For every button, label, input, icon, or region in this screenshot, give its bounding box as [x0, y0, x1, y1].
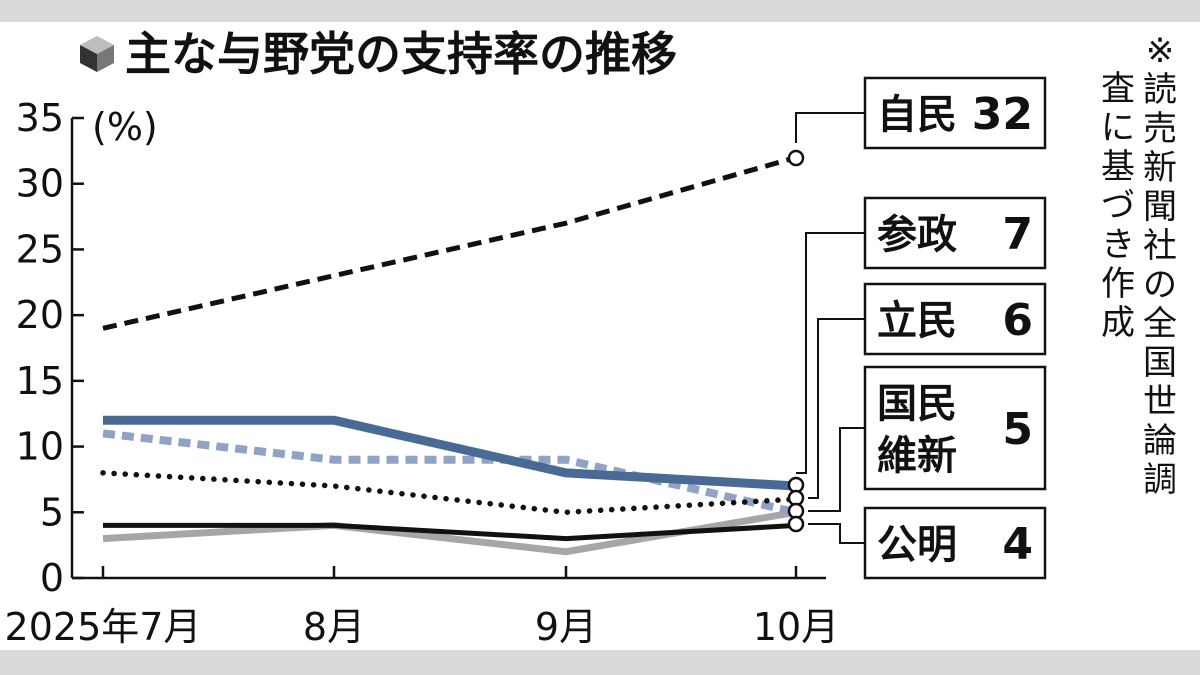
label-box-frame [863, 365, 1047, 491]
end-marker-5 [787, 515, 805, 533]
series-name-label: 参政 [877, 212, 957, 258]
series-value-label: 5 [1002, 404, 1033, 455]
series-name-label: 自民 [877, 92, 957, 138]
title-icon [80, 36, 114, 72]
x-tick-label: 10月 [753, 605, 839, 649]
source-note-char: 基 [1101, 147, 1135, 187]
leader-line-5 [808, 523, 865, 544]
source-note-char: の [1143, 265, 1177, 305]
source-note-char: 成 [1101, 303, 1135, 343]
source-note-char: ※ [1146, 31, 1175, 71]
series-line-1 [102, 155, 797, 331]
x-tick-label: 8月 [303, 605, 365, 649]
y-tick-label: 35 [16, 96, 64, 140]
source-note-char: 社 [1143, 226, 1177, 266]
x-tick-label: 9月 [535, 605, 597, 649]
source-note-char: 世 [1143, 382, 1177, 422]
series-value-label: 6 [1002, 295, 1033, 346]
y-tick-label: 5 [40, 490, 64, 534]
y-axis-unit-label: (%) [92, 105, 158, 149]
series-line-4 [102, 429, 797, 517]
source-note-char: 売 [1143, 109, 1177, 149]
series-line-2 [103, 415, 797, 491]
series-line-5 [103, 522, 797, 542]
source-note-char: 論 [1143, 421, 1177, 461]
y-tick-label: 25 [16, 227, 64, 271]
leader-line-4 [808, 427, 865, 512]
series-name-label: 立民 [877, 298, 957, 344]
series-line-3 [100, 470, 799, 516]
source-note-char: 国 [1143, 343, 1177, 383]
series-value-label: 7 [1002, 209, 1033, 260]
series-name-label: 国民 [877, 381, 957, 427]
series-label-box-5: 公明 4 [863, 506, 1047, 580]
y-tick-label: 20 [16, 293, 64, 337]
end-marker-1 [787, 149, 805, 167]
source-note-char: づ [1101, 186, 1135, 226]
series-name-label: 公明 [877, 522, 957, 568]
series-label-box-2: 参政 7 [863, 196, 1047, 270]
series-value-label: 4 [1002, 519, 1033, 570]
plot-area: 0 5 10 15 20 25 30 35 (%) 2025年7月 8月 9月 10月 自民 32 参政 7 立民… [5, 76, 1047, 649]
source-note-char: に [1101, 108, 1135, 148]
source-note-char: 作 [1101, 264, 1135, 304]
leader-line-1 [795, 112, 865, 143]
leader-line-3 [808, 318, 865, 499]
series-value-label: 32 [972, 89, 1033, 140]
source-note-char: き [1101, 225, 1135, 265]
source-note-char: 調 [1143, 460, 1177, 500]
series-label-box-3: 立民 6 [863, 282, 1047, 356]
label-box-frame [863, 76, 1047, 150]
y-tick-label: 15 [16, 359, 64, 403]
y-tick-label: 0 [40, 556, 64, 600]
source-note-char: 査 [1101, 69, 1135, 109]
chart-title: 主な与野党の支持率の推移 [125, 27, 677, 81]
label-box-frame [863, 506, 1047, 580]
label-box-frame [863, 196, 1047, 270]
label-box-frame [863, 282, 1047, 356]
source-note-char: 新 [1143, 148, 1177, 188]
series-label-box-1: 自民 32 [863, 76, 1047, 150]
source-note-char: 読 [1143, 70, 1177, 110]
leader-line-2 [796, 232, 865, 474]
x-tick-label: 2025年7月 [5, 605, 202, 649]
y-tick-label: 10 [16, 425, 64, 469]
source-note-char: 全 [1143, 304, 1177, 344]
source-note-char: 聞 [1143, 187, 1177, 227]
y-tick-label: 30 [16, 162, 64, 206]
series-name-label: 維新 [877, 433, 957, 479]
